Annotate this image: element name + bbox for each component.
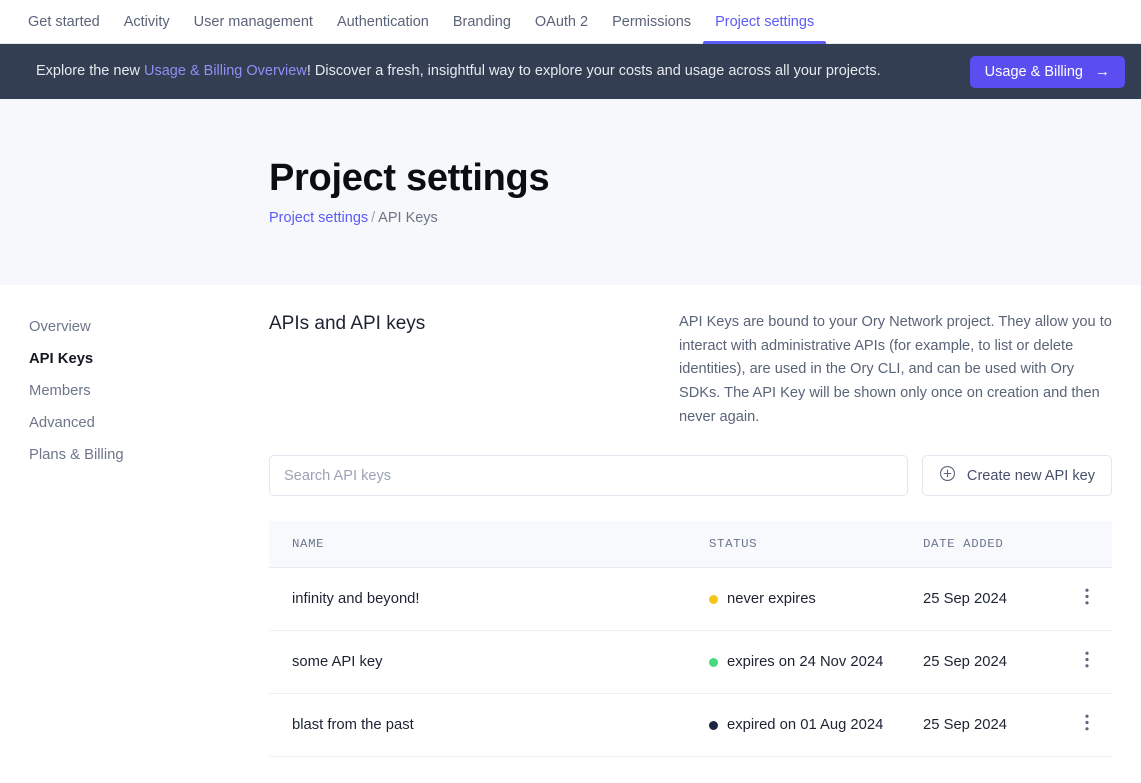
nav-item-oauth-2[interactable]: OAuth 2 xyxy=(534,13,589,30)
status-label: never expires xyxy=(727,591,816,608)
page-title: Project settings xyxy=(269,157,550,199)
table-row: some API key expires on 24 Nov 2024 25 Sep… xyxy=(269,631,1112,695)
status-dot-icon xyxy=(709,657,718,667)
top-nav-items: Get started Activity User management Authen… xyxy=(28,0,827,44)
cell-api-key-name: some API key xyxy=(292,654,383,671)
table-controls: Create new API key xyxy=(269,455,1112,497)
section-description: API Keys are bound to your Ory Network p… xyxy=(679,314,1112,425)
cell-date-added: 25 Sep 2024 xyxy=(923,591,1007,608)
top-navigation-bar: Get started Activity User management Authen… xyxy=(0,0,1141,44)
nav-item-user-management[interactable]: User management xyxy=(193,13,313,30)
breadcrumb-link-project-settings[interactable]: Project settings xyxy=(269,209,369,226)
cell-date-added: 25 Sep 2024 xyxy=(923,654,1007,671)
column-header-status: STATUS xyxy=(709,537,758,552)
table-header-row: NAME STATUS DATE ADDED xyxy=(269,521,1112,569)
section-intro: APIs and API keys API Keys are bound to … xyxy=(269,311,1112,429)
main-content: APIs and API keys API Keys are bound to … xyxy=(269,311,1141,758)
sidebar-item-advanced[interactable]: Advanced xyxy=(29,415,95,431)
cell-status: expired on 01 Aug 2024 xyxy=(709,717,923,733)
row-actions xyxy=(1061,588,1112,610)
kebab-menu-icon[interactable] xyxy=(1085,651,1089,673)
nav-item-activity[interactable]: Activity xyxy=(123,13,170,30)
search-input[interactable] xyxy=(269,455,908,497)
status-label: expires on 24 Nov 2024 xyxy=(727,654,884,671)
sidebar-item-overview[interactable]: Overview xyxy=(29,319,91,335)
breadcrumb-separator: / xyxy=(371,209,376,226)
column-header-name: NAME xyxy=(292,537,325,552)
create-new-api-key-button[interactable]: Create new API key xyxy=(922,455,1112,497)
kebab-menu-icon[interactable] xyxy=(1085,714,1089,736)
promo-banner-text: Explore the new Usage & Billing Overview… xyxy=(36,62,970,81)
cell-date-added: 25 Sep 2024 xyxy=(923,717,1007,734)
nav-item-project-settings[interactable]: Project settings xyxy=(703,0,827,44)
cell-api-key-name: infinity and beyond! xyxy=(292,591,420,608)
table-row: infinity and beyond! never expires 25 Sep … xyxy=(269,568,1112,632)
cell-status: expires on 24 Nov 2024 xyxy=(709,654,923,670)
row-actions xyxy=(1061,714,1112,736)
usage-billing-button[interactable]: Usage & Billing → xyxy=(969,55,1125,88)
nav-item-authentication[interactable]: Authentication xyxy=(336,13,429,30)
section-heading: APIs and API keys xyxy=(269,313,426,334)
status-dot-icon xyxy=(709,594,718,604)
create-new-api-key-label: Create new API key xyxy=(966,467,1096,484)
page-body: Overview API Keys Members Advanced Plans & B… xyxy=(0,285,1141,758)
api-keys-table: NAME STATUS DATE ADDED infinity and beyo… xyxy=(269,521,1112,758)
table-body: infinity and beyond! never expires 25 Sep … xyxy=(269,568,1112,758)
status-label: expired on 01 Aug 2024 xyxy=(727,717,884,734)
arrow-right-icon: → xyxy=(1095,63,1110,80)
breadcrumb: Project settings / API Keys xyxy=(269,210,1141,226)
breadcrumb-current: API Keys xyxy=(378,209,438,226)
promo-banner: Explore the new Usage & Billing Overview… xyxy=(0,44,1141,99)
status-dot-icon xyxy=(709,720,718,730)
column-header-date-added: DATE ADDED xyxy=(923,537,1004,552)
usage-billing-button-label: Usage & Billing xyxy=(984,63,1083,80)
nav-item-get-started[interactable]: Get started xyxy=(28,13,100,30)
cell-status: never expires xyxy=(709,591,923,607)
sidebar-item-api-keys[interactable]: API Keys xyxy=(29,351,94,367)
nav-item-branding[interactable]: Branding xyxy=(452,13,511,30)
cell-api-key-name: blast from the past xyxy=(292,717,414,734)
kebab-menu-icon[interactable] xyxy=(1085,588,1089,610)
settings-sidebar: Overview API Keys Members Advanced Plans & B… xyxy=(0,311,269,757)
promo-text-before: Explore the new xyxy=(36,63,145,80)
page-header-band: Project settings Project settings / API Ke… xyxy=(0,99,1141,285)
row-actions xyxy=(1061,651,1112,673)
table-row: blast from the past expired on 01 Aug 202… xyxy=(269,694,1112,758)
promo-text-after: ! Discover a fresh, insightful way to ex… xyxy=(306,63,881,80)
sidebar-item-plans-billing[interactable]: Plans & Billing xyxy=(29,447,124,463)
usage-billing-overview-link[interactable]: Usage & Billing Overview xyxy=(144,63,307,80)
nav-item-permissions[interactable]: Permissions xyxy=(612,13,692,30)
sidebar-item-members[interactable]: Members xyxy=(29,383,91,399)
plus-circle-icon xyxy=(939,465,956,486)
